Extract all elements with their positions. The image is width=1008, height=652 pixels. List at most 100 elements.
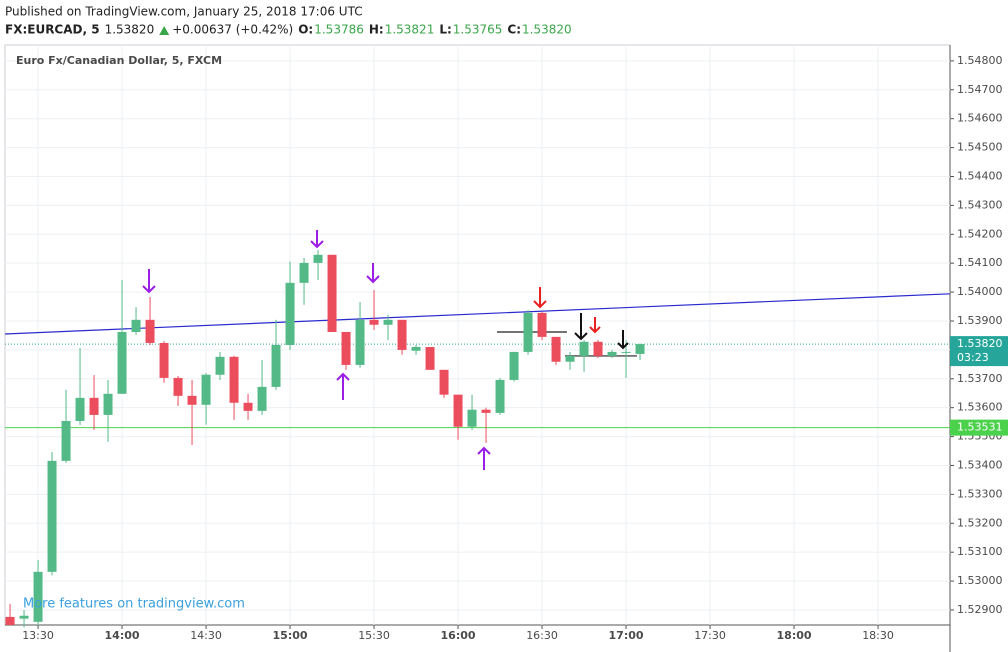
candle	[187, 379, 197, 445]
header-text: 1.53820	[522, 23, 572, 37]
candle	[131, 307, 141, 335]
candle	[271, 319, 281, 390]
candle	[523, 310, 533, 355]
header-text: H:	[369, 23, 384, 37]
y-tick-label: 1.53900	[957, 314, 1003, 327]
arrow-down	[366, 263, 380, 284]
header-text: 1.53821	[385, 23, 435, 37]
y-tick-label: 1.54800	[957, 54, 1003, 67]
candle-body	[145, 319, 155, 343]
x-tick-label: 17:00	[609, 629, 644, 642]
candle-body	[467, 409, 477, 427]
candle-body	[383, 319, 393, 325]
candle	[173, 375, 183, 406]
candle-body	[159, 342, 169, 378]
arrow-down	[574, 313, 588, 341]
x-tick-label: 17:30	[694, 629, 726, 642]
x-tick-label: 15:30	[358, 629, 390, 642]
arrow-down	[533, 287, 547, 309]
drawn-line	[4, 293, 951, 335]
candle	[537, 312, 547, 341]
candle-body	[103, 393, 113, 415]
candle-body	[117, 331, 127, 394]
horizontal-line-label-box	[950, 419, 1008, 436]
arrow-up	[336, 372, 350, 400]
candle-body	[607, 351, 617, 356]
countdown: 03:23	[957, 351, 989, 364]
candle	[565, 351, 575, 370]
y-tick-label: 1.54100	[957, 256, 1003, 269]
y-tick-label: 1.53400	[957, 458, 1003, 471]
candle-body	[313, 254, 323, 263]
candle	[481, 407, 491, 443]
arrow-down	[589, 317, 601, 334]
annotations	[142, 230, 629, 470]
candle-body	[215, 356, 225, 375]
x-tick-label: 14:00	[105, 629, 140, 642]
candle-body	[47, 460, 57, 572]
candle	[369, 290, 379, 330]
candle	[19, 609, 29, 628]
candle-body	[593, 341, 603, 356]
candle	[215, 351, 225, 380]
candle-body	[229, 356, 239, 403]
up-triangle	[159, 26, 170, 35]
candle-body	[453, 394, 463, 427]
candle-body	[89, 397, 99, 415]
candle-body	[243, 402, 253, 411]
candle-body	[621, 351, 631, 353]
candle	[75, 347, 85, 426]
candle	[593, 340, 603, 358]
candle	[509, 351, 519, 382]
last-price-box	[950, 336, 1008, 367]
candle	[341, 331, 351, 370]
arrow-down	[310, 230, 324, 249]
arrow-down	[142, 269, 156, 294]
y-tick-label: 1.53600	[957, 401, 1003, 414]
header-text: FX:EURCAD, 5	[5, 23, 100, 37]
candle-body	[369, 319, 379, 325]
candle	[383, 314, 393, 341]
y-tick-label: 1.54300	[957, 198, 1003, 211]
candle	[467, 394, 477, 430]
candle-body	[61, 420, 71, 461]
y-tick-label: 1.53200	[957, 516, 1003, 529]
candle	[551, 336, 561, 365]
header-text: +0.00637 (+0.42%)	[172, 23, 293, 37]
candle-body	[341, 331, 351, 365]
header-text: 1.53765	[453, 23, 503, 37]
candle	[117, 279, 127, 394]
candle-body	[551, 336, 561, 362]
candle	[453, 394, 463, 440]
candle	[33, 559, 43, 625]
candle	[243, 393, 253, 420]
candle	[257, 359, 267, 415]
candle-body	[299, 262, 309, 283]
candle	[313, 249, 323, 280]
x-tick-label: 13:30	[22, 629, 54, 642]
candle-body	[481, 409, 491, 413]
candle	[397, 319, 407, 355]
header-text: L:	[439, 23, 451, 37]
arrow-down	[617, 330, 629, 350]
x-tick-label: 14:30	[190, 629, 222, 642]
candle	[47, 451, 57, 576]
y-tick-label: 1.52900	[957, 603, 1003, 616]
candle-body	[425, 346, 435, 370]
last-price-label: 1.53820	[957, 337, 1003, 350]
candle	[607, 349, 617, 358]
candle-body	[537, 312, 547, 337]
candle	[201, 373, 211, 425]
candle-body	[635, 344, 645, 354]
candle	[229, 355, 239, 420]
candle	[145, 296, 155, 345]
chart-title: Euro Fx/Canadian Dollar, 5, FXCM	[16, 54, 222, 67]
header-text: O:	[298, 23, 313, 37]
candle	[89, 375, 99, 430]
candle-body	[579, 341, 589, 356]
y-tick-label: 1.53700	[957, 372, 1003, 385]
candle-body	[523, 312, 533, 352]
candle	[5, 603, 15, 625]
candle	[61, 389, 71, 463]
